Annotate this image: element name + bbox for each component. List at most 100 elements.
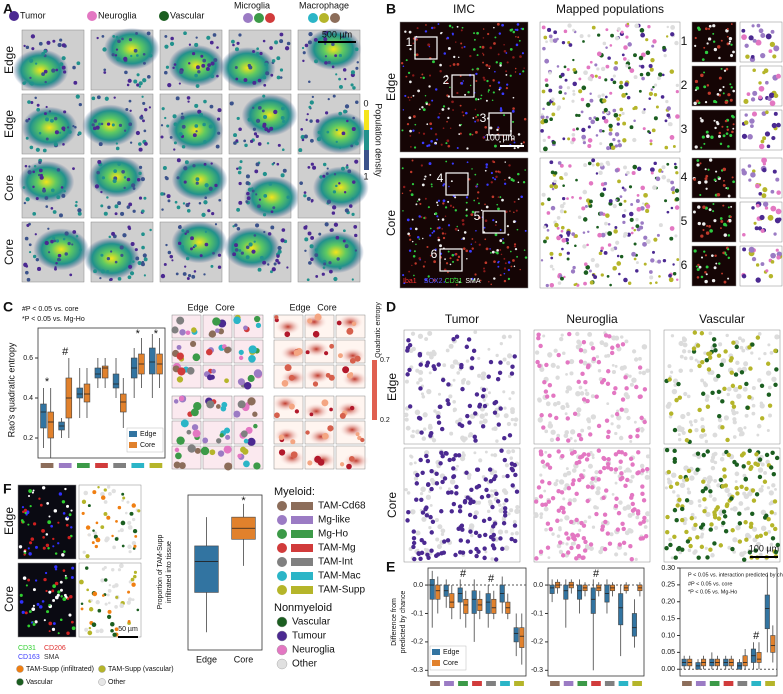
cell <box>447 224 451 227</box>
cell <box>627 281 632 285</box>
cell <box>509 48 513 51</box>
cell <box>636 206 642 212</box>
image-tile <box>219 29 292 91</box>
cell <box>427 330 433 336</box>
cell <box>28 610 32 613</box>
cell <box>443 281 446 283</box>
cell <box>406 218 410 222</box>
cell <box>176 158 181 163</box>
cell <box>103 211 108 216</box>
image-tile <box>539 157 681 289</box>
legend-label: TAM-Supp <box>318 585 365 596</box>
cell <box>759 383 765 388</box>
cell <box>755 335 761 340</box>
cell <box>723 349 728 354</box>
rotated-label: Core <box>384 210 398 236</box>
cell <box>447 271 449 274</box>
cell <box>562 351 566 356</box>
cell <box>576 433 582 438</box>
cell <box>717 417 723 423</box>
cell <box>602 187 607 191</box>
cell <box>511 120 515 123</box>
cell <box>611 370 617 375</box>
plot-frame <box>37 327 166 459</box>
cell <box>636 166 642 171</box>
cell <box>744 507 748 511</box>
cell <box>580 97 585 102</box>
cell <box>93 269 97 274</box>
cell <box>559 518 563 522</box>
cell <box>232 225 235 228</box>
cell <box>579 473 584 478</box>
cell <box>686 394 691 399</box>
cell <box>460 29 463 32</box>
cell <box>415 38 418 41</box>
box <box>549 584 555 594</box>
cell <box>723 280 727 284</box>
cell <box>570 481 576 487</box>
cell <box>645 368 650 373</box>
cell <box>409 238 412 241</box>
cell <box>19 600 24 604</box>
cell <box>682 521 687 526</box>
cell <box>603 107 608 113</box>
cell <box>718 134 721 138</box>
cell <box>122 233 127 238</box>
legend-dot <box>277 501 287 511</box>
cell <box>748 246 755 253</box>
cell <box>723 179 725 182</box>
cell <box>650 88 654 91</box>
cell <box>776 190 781 195</box>
cell <box>307 40 312 45</box>
cell <box>624 386 629 391</box>
cell <box>539 413 544 418</box>
cell <box>506 421 512 427</box>
cell <box>706 367 712 372</box>
cell <box>50 188 55 193</box>
cell <box>484 238 487 241</box>
cell <box>513 243 517 246</box>
cell <box>732 180 735 184</box>
cell <box>36 103 40 107</box>
cell <box>290 451 298 459</box>
cell <box>543 146 548 152</box>
cell <box>747 345 752 350</box>
cell <box>585 265 590 270</box>
cell <box>509 210 511 212</box>
cell <box>48 603 51 607</box>
cell <box>207 63 211 68</box>
cell <box>414 262 417 265</box>
cell <box>702 508 707 514</box>
cell <box>25 264 29 268</box>
cell <box>101 34 105 38</box>
cell <box>737 521 743 526</box>
cell <box>565 542 569 546</box>
cell <box>618 435 624 441</box>
cell <box>774 487 777 491</box>
image-tile <box>297 157 369 219</box>
cell <box>50 239 54 244</box>
cell <box>478 243 481 246</box>
cell <box>643 192 648 198</box>
cell <box>645 38 649 42</box>
cell <box>124 70 128 75</box>
cell <box>47 227 50 230</box>
cell <box>762 187 768 193</box>
cell <box>589 60 593 64</box>
inset-box-number: 1 <box>406 35 413 49</box>
cell <box>709 478 713 482</box>
cell <box>498 406 503 411</box>
image-tile <box>202 339 233 364</box>
cell <box>429 530 434 535</box>
y-tick-label: -0.2 <box>411 639 423 646</box>
cell <box>572 67 577 72</box>
cell <box>647 25 651 29</box>
cell <box>236 167 239 170</box>
cell <box>744 537 749 542</box>
cell <box>126 83 130 87</box>
cell <box>441 31 443 34</box>
cell <box>696 555 701 560</box>
cell <box>495 499 501 504</box>
significance-marker: # <box>753 630 760 642</box>
cell <box>161 107 165 111</box>
